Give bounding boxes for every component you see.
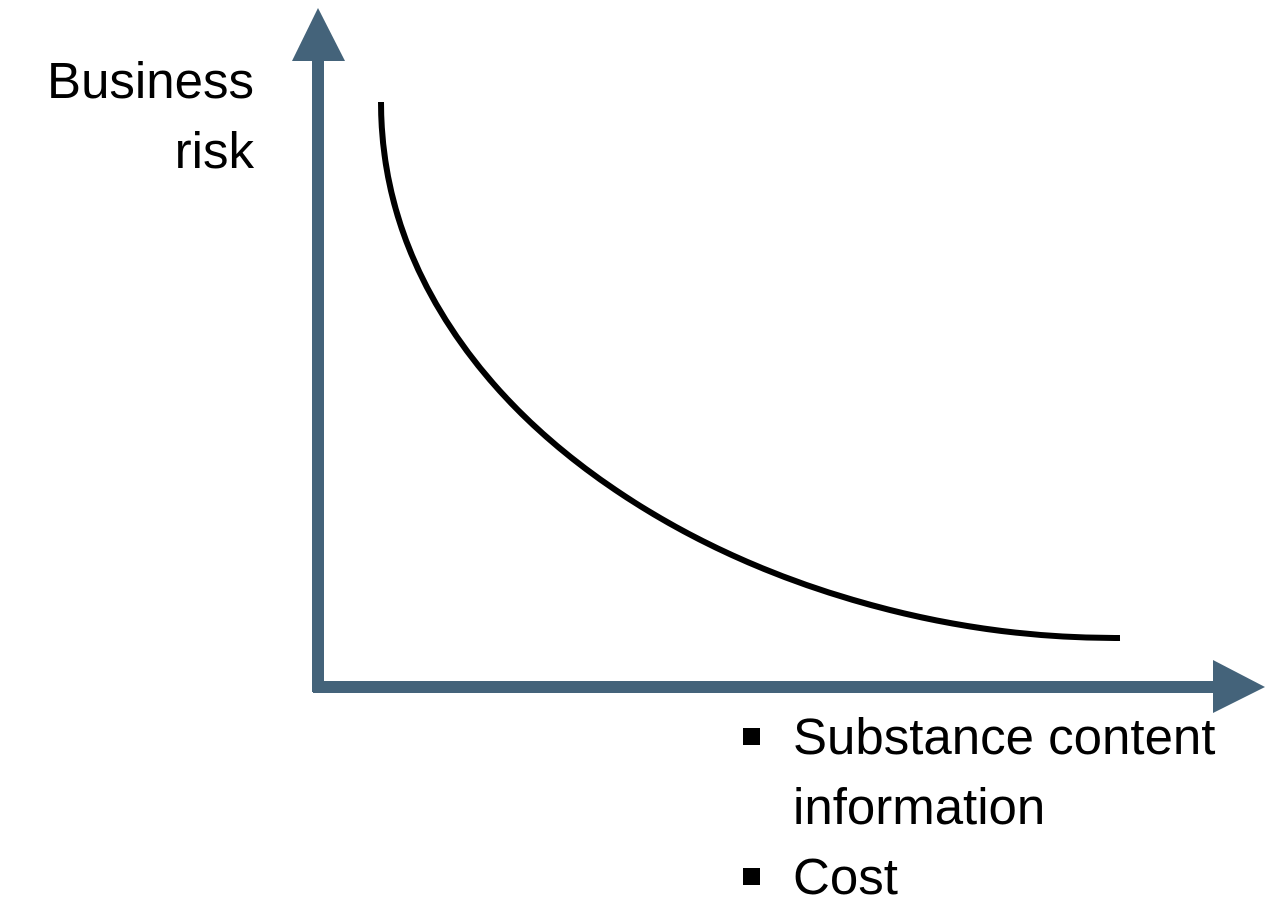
x-axis-items: Substance content information Cost — [740, 702, 1287, 912]
x-axis-item: Substance content information — [740, 702, 1287, 842]
y-arrowhead — [292, 8, 345, 61]
x-arrowhead — [1213, 660, 1265, 713]
x-axis-item: Cost — [740, 842, 1287, 912]
y-axis-label: Business risk — [47, 52, 254, 179]
risk-curve — [378, 101, 1121, 642]
